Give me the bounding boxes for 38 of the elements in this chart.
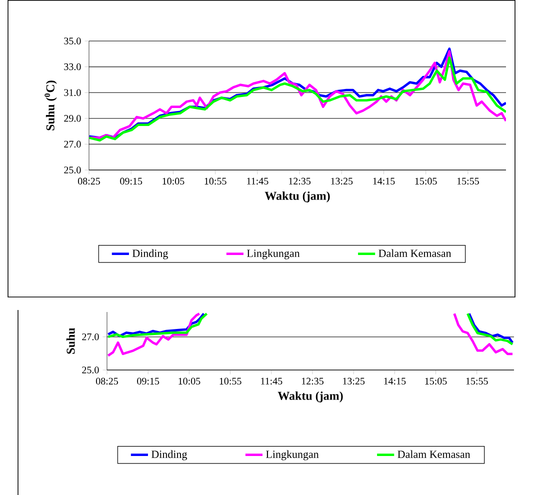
x-tick-label: 09:15 <box>120 178 142 184</box>
y-tick-label: 27.0 <box>82 333 99 340</box>
y-tick-label: 35.0 <box>64 37 81 44</box>
y-tick-label: 31.0 <box>64 89 81 96</box>
legend-label: Dalam Kemasan <box>378 249 452 257</box>
y-axis-title: Suhu <box>66 328 75 354</box>
y-tick-label: 33.0 <box>64 63 81 70</box>
x-tick-label: 08:25 <box>78 178 100 184</box>
legend-label: Dalam Kemasan <box>398 450 470 458</box>
legend-label: Dinding <box>132 249 168 260</box>
x-tick-label: 15:55 <box>466 378 488 384</box>
x-tick-label: 11:45 <box>261 378 282 384</box>
x-tick-label: 12:35 <box>302 378 324 384</box>
x-tick-label: 11:45 <box>247 178 268 184</box>
y-axis-title: Suhu ($^{0}$C) <box>44 80 57 130</box>
x-axis-title: Waktu (jam) <box>264 191 330 202</box>
x-tick-label: 09:15 <box>137 378 160 384</box>
legend-label: Lingkungan <box>246 249 300 260</box>
x-tick-label: 15:05 <box>425 378 447 384</box>
x-axis-title: Waktu (jam) <box>278 391 343 402</box>
x-tick-label: 14:15 <box>384 378 406 384</box>
y-tick-label: 29.0 <box>64 114 81 122</box>
y-tick-label: 27.0 <box>64 140 81 148</box>
legend-label: Dinding <box>151 450 188 460</box>
x-tick-label: 13:25 <box>343 378 365 384</box>
x-tick-label: 10:05 <box>162 178 184 184</box>
x-tick-label: 12:35 <box>289 178 311 184</box>
x-tick-label: 15:55 <box>457 178 479 184</box>
x-tick-label: 10:55 <box>204 178 226 184</box>
x-tick-label: 15:05 <box>415 178 437 184</box>
legend-label: Lingkungan <box>266 450 319 460</box>
x-tick-label: 10:55 <box>220 378 242 384</box>
y-tick-label: 25.0 <box>64 166 81 174</box>
y-tick-label: 25.0 <box>82 366 99 374</box>
x-tick-label: 10:05 <box>178 378 200 384</box>
x-tick-label: 13:25 <box>331 178 353 184</box>
x-tick-label: 14:15 <box>373 178 395 184</box>
x-tick-label: 08:25 <box>96 378 118 384</box>
